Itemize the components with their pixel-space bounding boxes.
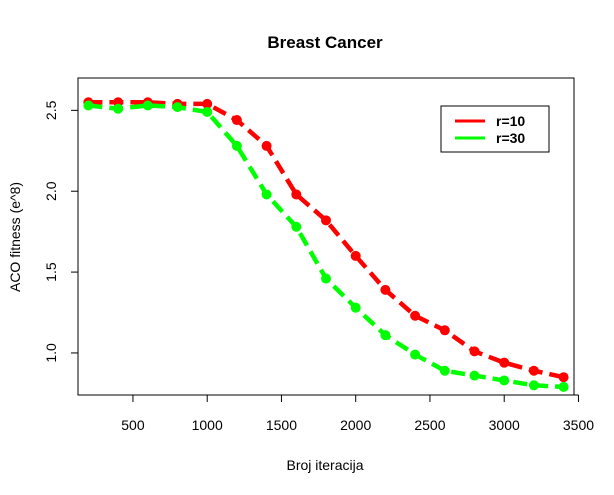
legend: r=10 r=30: [440, 105, 550, 153]
data-point-r10: [261, 140, 272, 151]
data-point-r10: [439, 325, 450, 336]
legend-box: [440, 105, 550, 153]
data-point-r30: [380, 330, 391, 341]
data-point-r30: [291, 221, 302, 232]
y-tick-label: 2.5: [43, 100, 59, 120]
data-point-r10: [380, 284, 391, 295]
data-point-r10: [499, 357, 510, 368]
x-tick-label: 2000: [340, 417, 371, 433]
data-point-r30: [528, 380, 539, 391]
data-point-r10: [350, 250, 361, 261]
data-point-r30: [499, 375, 510, 386]
data-point-r30: [261, 189, 272, 200]
y-axis-label: ACO fitness (e^8): [7, 182, 23, 292]
x-tick-label: 500: [121, 417, 145, 433]
data-point-r30: [202, 106, 213, 117]
data-point-r30: [558, 381, 569, 392]
legend-label-r30: r=30: [496, 130, 525, 146]
data-point-r10: [202, 98, 213, 109]
x-axis: 500 1000 1500 2000 2500 3000 3500: [121, 394, 594, 433]
chart-title: Breast Cancer: [267, 33, 383, 52]
x-tick-label: 1500: [266, 417, 297, 433]
x-tick-label: 3000: [489, 417, 520, 433]
data-point-r10: [558, 372, 569, 383]
data-point-r30: [113, 103, 124, 114]
data-point-r10: [231, 115, 242, 126]
data-point-r10: [321, 215, 331, 226]
x-axis-label: Broj iteracija: [286, 457, 363, 473]
data-point-r30: [83, 100, 94, 111]
y-tick-label: 1.0: [43, 343, 59, 363]
y-tick-label: 2.0: [43, 181, 59, 201]
y-axis: 1.0 1.5 2.0 2.5: [43, 100, 79, 363]
x-tick-label: 3500: [563, 417, 594, 433]
data-point-r30: [231, 140, 242, 151]
data-point-r30: [469, 370, 480, 381]
data-point-r30: [350, 302, 361, 313]
data-point-r10: [291, 189, 302, 200]
y-tick-label: 1.5: [43, 262, 59, 282]
data-point-r10: [410, 310, 421, 321]
series-layer: [83, 97, 569, 392]
data-point-r30: [410, 349, 421, 360]
data-point-r30: [321, 273, 331, 284]
data-point-r30: [142, 100, 153, 111]
data-point-r10: [528, 365, 539, 376]
data-point-r30: [172, 102, 183, 113]
x-tick-label: 2500: [414, 417, 445, 433]
data-point-r30: [439, 365, 450, 376]
x-tick-label: 1000: [192, 417, 223, 433]
data-point-r10: [469, 346, 480, 357]
legend-label-r10: r=10: [496, 113, 525, 129]
